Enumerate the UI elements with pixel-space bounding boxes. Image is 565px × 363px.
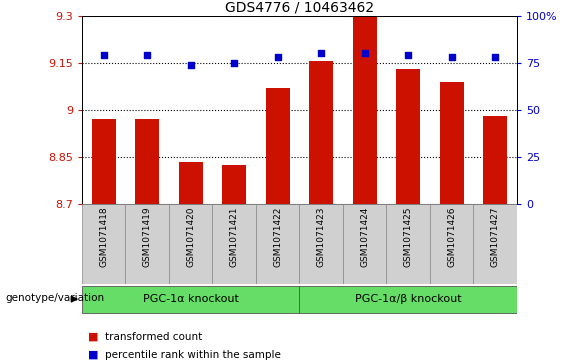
- Bar: [353, 17, 377, 204]
- Bar: [222, 165, 246, 204]
- Bar: [473, 204, 517, 284]
- Text: GSM1071427: GSM1071427: [491, 207, 499, 267]
- Bar: [82, 204, 125, 284]
- Bar: [92, 119, 116, 204]
- Text: GSM1071424: GSM1071424: [360, 207, 369, 267]
- Point: [360, 50, 370, 56]
- Bar: [212, 204, 256, 284]
- Text: GSM1071426: GSM1071426: [447, 207, 456, 267]
- Bar: [179, 162, 203, 204]
- Text: GSM1071421: GSM1071421: [230, 207, 238, 267]
- Title: GDS4776 / 10463462: GDS4776 / 10463462: [225, 0, 374, 15]
- Bar: [135, 119, 159, 204]
- Text: PGC-1α/β knockout: PGC-1α/β knockout: [355, 294, 462, 304]
- Bar: [299, 204, 343, 284]
- Text: GSM1071423: GSM1071423: [317, 207, 325, 267]
- Bar: [256, 204, 299, 284]
- Text: PGC-1α knockout: PGC-1α knockout: [143, 294, 238, 304]
- Point: [490, 54, 500, 60]
- Text: ■: ■: [88, 350, 98, 360]
- Bar: [299, 286, 517, 313]
- Bar: [169, 204, 212, 284]
- Bar: [440, 82, 464, 204]
- Bar: [396, 69, 420, 204]
- Bar: [266, 88, 290, 204]
- Bar: [343, 204, 386, 284]
- Point: [186, 62, 195, 68]
- Point: [142, 52, 151, 58]
- Point: [403, 52, 412, 58]
- Bar: [483, 116, 507, 204]
- Point: [447, 54, 457, 60]
- Bar: [430, 204, 473, 284]
- Bar: [125, 204, 169, 284]
- Text: GSM1071422: GSM1071422: [273, 207, 282, 267]
- Point: [229, 60, 238, 66]
- Text: percentile rank within the sample: percentile rank within the sample: [105, 350, 280, 360]
- Text: GSM1071419: GSM1071419: [143, 207, 151, 268]
- Bar: [309, 61, 333, 204]
- Text: transformed count: transformed count: [105, 331, 202, 342]
- Text: GSM1071420: GSM1071420: [186, 207, 195, 267]
- Text: ■: ■: [88, 331, 98, 342]
- Point: [273, 54, 282, 60]
- Point: [99, 52, 108, 58]
- Bar: [82, 286, 299, 313]
- Point: [316, 50, 325, 56]
- Bar: [386, 204, 430, 284]
- Text: GSM1071425: GSM1071425: [404, 207, 412, 267]
- Text: genotype/variation: genotype/variation: [6, 293, 105, 303]
- Text: GSM1071418: GSM1071418: [99, 207, 108, 268]
